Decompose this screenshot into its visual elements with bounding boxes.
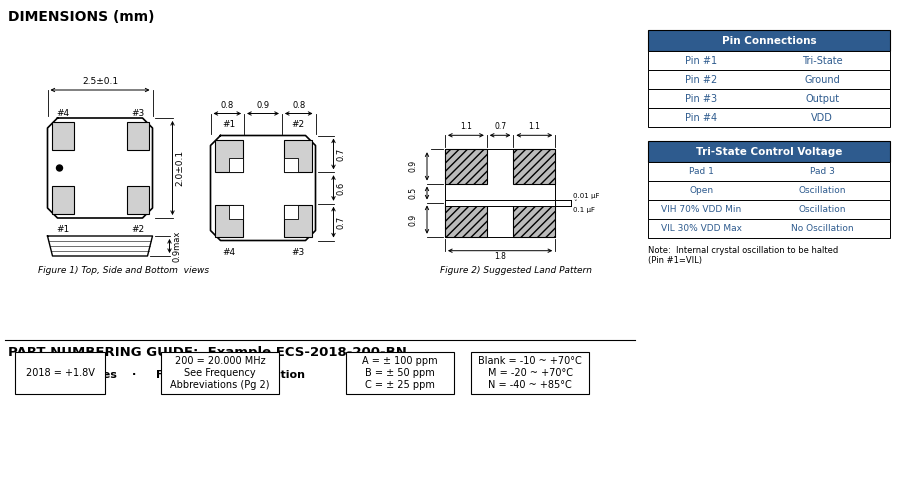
Bar	[648, 219, 890, 238]
Text: A = ± 100 ppm
B = ± 50 ppm
C = ± 25 ppm: A = ± 100 ppm B = ± 50 ppm C = ± 25 ppm	[362, 357, 438, 389]
Text: No Oscillation: No Oscillation	[791, 224, 854, 233]
Text: Output: Output	[806, 94, 840, 104]
Text: 0.5: 0.5	[408, 187, 417, 199]
Bar	[283, 205, 298, 219]
Text: Series: Series	[79, 370, 118, 380]
Text: Ground: Ground	[805, 75, 840, 85]
Text: 2018 = +1.8V: 2018 = +1.8V	[25, 368, 94, 378]
Text: 1.8: 1.8	[494, 251, 506, 260]
Bar	[283, 157, 298, 171]
Polygon shape	[48, 118, 152, 218]
Text: #1: #1	[222, 120, 235, 128]
Text: Figure 2) Suggested Land Pattern: Figure 2) Suggested Land Pattern	[440, 266, 592, 275]
Text: Pin #3: Pin #3	[685, 94, 718, 104]
Text: ECS: ECS	[16, 370, 40, 380]
Bar	[51, 186, 74, 214]
Bar	[513, 149, 555, 183]
Bar	[15, 352, 105, 394]
Text: #2: #2	[131, 225, 144, 234]
Text: Pad 1: Pad 1	[689, 167, 714, 176]
Text: 2.0±0.1: 2.0±0.1	[176, 150, 185, 186]
Bar	[229, 157, 242, 171]
Text: 0.8: 0.8	[221, 101, 234, 110]
Bar	[346, 352, 454, 394]
Text: #3: #3	[131, 109, 144, 118]
Text: Blank = -10 ~ +70°C
M = -20 ~ +70°C
N = -40 ~ +85°C: Blank = -10 ~ +70°C M = -20 ~ +70°C N = …	[478, 357, 582, 389]
Text: Pin #2: Pin #2	[685, 75, 718, 85]
Text: Figure 1) Top, Side and Bottom  views: Figure 1) Top, Side and Bottom views	[38, 266, 209, 275]
Text: 0.7: 0.7	[336, 147, 345, 160]
Text: Pad 3: Pad 3	[810, 167, 835, 176]
Text: Note:  Internal crystal oscillation to be halted
(Pin #1=VIL): Note: Internal crystal oscillation to be…	[648, 246, 839, 265]
Bar	[648, 162, 890, 181]
Text: Temperature: Temperature	[490, 370, 570, 380]
Text: 2.5±0.1: 2.5±0.1	[82, 77, 118, 86]
Bar	[445, 200, 555, 206]
Bar	[648, 51, 890, 70]
Text: VIH 70% VDD Min: VIH 70% VDD Min	[661, 205, 741, 214]
Text: VDD: VDD	[811, 113, 833, 123]
Text: #4: #4	[56, 109, 69, 118]
Bar	[648, 70, 890, 89]
Bar	[648, 141, 890, 162]
Bar	[229, 205, 242, 219]
Text: #3: #3	[291, 248, 304, 256]
Text: Pin #4: Pin #4	[685, 113, 718, 123]
Text: ˅: ˅	[573, 200, 577, 206]
Bar	[445, 149, 555, 237]
Text: 0.7: 0.7	[336, 216, 345, 229]
Bar	[471, 352, 589, 394]
Bar	[648, 89, 890, 108]
Text: Open: Open	[689, 186, 713, 195]
Text: #4: #4	[222, 248, 235, 256]
Bar	[283, 205, 311, 237]
Text: 0.9: 0.9	[408, 214, 417, 226]
Text: Pin Connections: Pin Connections	[722, 35, 816, 45]
Bar	[283, 139, 311, 171]
Bar	[161, 352, 279, 394]
Text: PART NUMBERING GUIDE:  Example ECS-2018-200-BN: PART NUMBERING GUIDE: Example ECS-2018-2…	[8, 346, 407, 359]
Text: 0.9: 0.9	[257, 101, 270, 110]
Text: #2: #2	[291, 120, 304, 128]
Text: DIMENSIONS (mm): DIMENSIONS (mm)	[8, 10, 154, 24]
Bar	[214, 205, 242, 237]
Text: 0.6: 0.6	[336, 181, 345, 195]
Bar	[648, 181, 890, 200]
Text: Pin #1: Pin #1	[685, 55, 718, 66]
Bar	[214, 139, 242, 171]
Text: 0.8: 0.8	[292, 101, 305, 110]
Text: Stability: Stability	[388, 370, 441, 380]
Text: 0.9max: 0.9max	[172, 230, 181, 261]
Circle shape	[57, 165, 63, 171]
Polygon shape	[211, 135, 316, 241]
Text: 0.1 μF: 0.1 μF	[573, 207, 596, 213]
Text: Tri-State Control Voltage: Tri-State Control Voltage	[696, 146, 842, 156]
Polygon shape	[48, 236, 152, 256]
Bar	[445, 149, 487, 183]
Bar	[513, 203, 555, 237]
Text: 1.1: 1.1	[528, 123, 540, 131]
Bar	[648, 108, 890, 127]
Text: 0.01 μF: 0.01 μF	[573, 193, 600, 199]
Text: Oscillation: Oscillation	[798, 186, 846, 195]
Text: ·: ·	[132, 370, 136, 380]
Bar	[51, 122, 74, 150]
Text: ·: ·	[346, 370, 350, 380]
Text: 1.1: 1.1	[460, 123, 472, 131]
Text: VIL 30% VDD Max: VIL 30% VDD Max	[661, 224, 742, 233]
Text: 0.7: 0.7	[494, 123, 506, 131]
Text: Frequency Abbreviation: Frequency Abbreviation	[155, 370, 304, 380]
Bar	[648, 30, 890, 51]
Text: 200 = 20.000 MHz
See Frequency
Abbreviations (Pg 2): 200 = 20.000 MHz See Frequency Abbreviat…	[170, 357, 270, 389]
Text: 0.9: 0.9	[408, 160, 417, 172]
Text: Oscillation: Oscillation	[798, 205, 846, 214]
Bar	[648, 200, 890, 219]
Text: Tri-State: Tri-State	[802, 55, 842, 66]
Bar	[126, 122, 149, 150]
Bar	[445, 203, 487, 237]
Bar	[126, 186, 149, 214]
Text: ·: ·	[53, 370, 57, 380]
Text: #1: #1	[56, 225, 69, 234]
